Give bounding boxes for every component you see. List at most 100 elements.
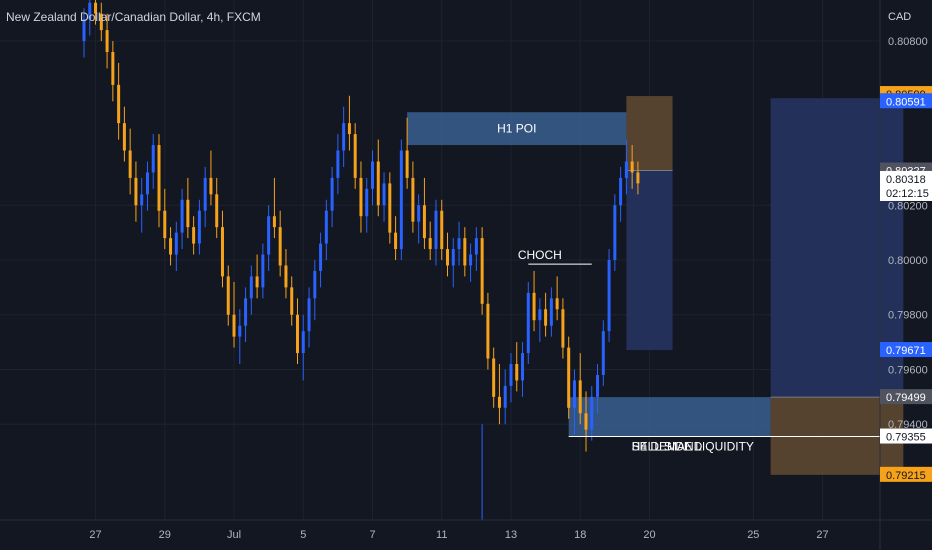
candles-layer [82,0,640,520]
candle-body [434,210,438,250]
candle-body [544,309,548,326]
candle-body [457,238,461,250]
candle-body [157,145,161,211]
candle-body [284,265,288,288]
candle-body [307,298,311,332]
candle-body [163,210,167,239]
candle-body [88,2,92,20]
candle-body [249,276,253,299]
candle-body [538,309,542,321]
target-zone [626,170,673,351]
candle-body [336,150,340,178]
candle-body [469,254,473,266]
liquidity-label: SELL SIDE LIQUIDITY [632,440,754,454]
stop-zone [626,96,673,171]
candle-body [486,303,490,359]
candle-body [630,161,634,173]
candle-body [463,238,467,266]
price-tick-label: 0.79400 [888,419,928,431]
candle-body [405,150,409,178]
candle-body [411,177,415,222]
price-label-text: 0.79499 [886,392,926,404]
candle-body [319,243,323,271]
price-label-box [880,93,932,109]
price-tick-label: 0.80800 [888,36,928,48]
candle-body [359,177,363,217]
price-tick-label: 0.80200 [888,200,928,212]
candle-body [128,150,132,178]
price-label-box [880,428,932,444]
price-label-box [880,389,932,405]
candle-body [301,331,305,354]
candle-body [105,30,109,52]
price-tick-label: 0.79800 [888,310,928,322]
time-tick-label: 20 [643,529,655,541]
candle-body [220,227,224,277]
candle-body [590,396,594,430]
candle-body [111,52,115,85]
candle-body [596,374,600,397]
currency-label: CAD [888,11,911,23]
price-label-text: 0.80318 [886,174,926,186]
time-tick-label: 27 [89,529,101,541]
candle-body [209,177,213,195]
candle-body [99,13,103,31]
candle-body [371,161,374,189]
candle-body [347,123,351,135]
candle-body [572,380,576,408]
time-tick-label: 7 [369,529,375,541]
candle-body [215,194,219,228]
candle-body [290,287,294,315]
candle-body [549,298,553,326]
candle-body [399,150,403,250]
candle-body [601,331,605,375]
candle-body [134,177,138,206]
price-tick-label: 0.80000 [888,255,928,267]
candle-body [584,413,588,430]
candle-body [503,385,507,408]
time-tick-label: 11 [436,529,447,541]
zones-layer [407,96,904,475]
candle-body [313,270,317,299]
candle-body [145,172,149,195]
candle-body [82,19,86,42]
price-label-text: 0.79671 [886,345,926,357]
countdown-label: 02:12:15 [886,188,929,200]
candle-body [140,194,144,206]
candle-body [169,238,173,255]
candle-body [561,309,565,348]
candle-body [365,188,369,217]
candle-body [226,276,230,315]
candle-body [555,298,559,310]
candle-body [94,2,98,14]
candle-body [526,292,530,354]
candle-body [203,177,207,211]
candle-body [244,298,248,326]
candle-body [440,210,444,250]
price-label-box [880,466,932,482]
price-tick-label: 0.79600 [888,364,928,376]
candle-body [474,238,478,255]
candle-body [532,292,536,321]
time-axis[interactable]: 27 29 Jul 5 7 11 13 18 20 25 27 [89,529,828,541]
zone-box [407,112,627,146]
candle-body [388,183,392,233]
price-label-text: 0.79355 [886,432,926,444]
time-tick-label: 27 [816,529,828,541]
candle-body [324,210,328,244]
candle-body [197,210,201,244]
candle-body [492,358,496,397]
candle-body [342,123,346,151]
time-tick-label: 18 [574,529,586,541]
chart-title: New Zealand Dollar/Canadian Dollar, 4h, … [6,10,261,24]
candle-body [417,205,421,222]
candle-body [278,227,282,266]
candle-body [446,249,450,266]
price-axis[interactable]: 0.80800 0.80200 0.80000 0.79800 0.79600 0.794… [880,36,932,482]
candle-body [122,123,126,151]
candle-body [174,232,178,255]
candle-body [295,314,299,354]
candle-body [515,364,519,381]
candle-body [186,199,190,228]
